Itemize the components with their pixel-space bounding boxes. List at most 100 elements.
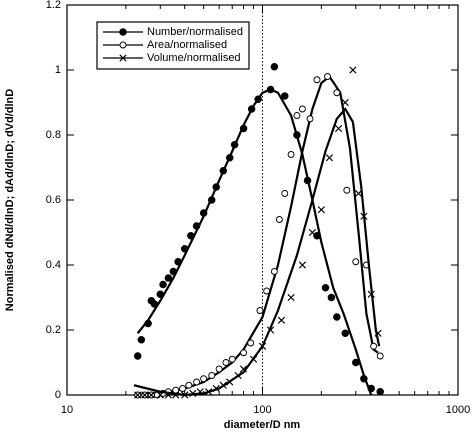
x-axis-label: diameter/D nm	[224, 419, 301, 431]
data-point	[174, 258, 182, 266]
data-point	[270, 268, 278, 275]
data-point	[308, 228, 316, 237]
y-tick-label: 1	[55, 64, 61, 76]
data-point	[360, 375, 368, 383]
data-point	[327, 293, 336, 302]
data-point	[287, 293, 295, 302]
data-point	[199, 209, 208, 217]
data-point	[205, 388, 213, 396]
data-point	[267, 326, 275, 334]
data-point	[325, 154, 334, 162]
data-point	[354, 189, 363, 198]
data-point	[164, 274, 173, 282]
data-point	[333, 89, 341, 97]
data-point	[179, 385, 187, 392]
y-tick-label: 0.4	[46, 259, 61, 271]
data-point	[150, 300, 159, 308]
data-point	[298, 261, 306, 269]
data-point	[133, 352, 142, 360]
legend-label: Number/normalised	[147, 26, 243, 38]
data-point	[169, 267, 178, 276]
y-tick-label: 0.2	[46, 324, 61, 336]
data-point	[185, 381, 193, 389]
y-tick-label: 0.8	[46, 129, 61, 141]
data-point	[181, 391, 189, 399]
data-point	[349, 66, 357, 74]
data-point	[247, 339, 255, 347]
legend-label: Area/normalised	[147, 39, 227, 51]
data-point	[187, 231, 195, 240]
data-point	[230, 140, 239, 149]
data-point	[207, 196, 216, 204]
data-point	[334, 124, 343, 133]
legend-marker	[119, 28, 127, 36]
data-point	[275, 216, 283, 223]
x-tick-label: 10	[61, 404, 73, 416]
y-axis-label: Normalised dNd/dlnD; dAd/dlnD; dVd/dlnD	[4, 89, 16, 311]
data-point	[367, 290, 375, 298]
data-point	[134, 391, 142, 399]
data-point	[293, 112, 301, 119]
data-point	[352, 258, 360, 266]
data-point	[367, 384, 376, 393]
data-point	[192, 222, 201, 230]
data-point	[239, 124, 248, 133]
data-point	[193, 378, 201, 386]
data-point	[374, 329, 382, 337]
data-point	[219, 166, 228, 175]
data-point	[324, 73, 331, 80]
data-point	[376, 352, 384, 360]
data-point	[147, 391, 155, 399]
data-point	[343, 186, 351, 194]
data-point	[352, 358, 360, 367]
legend: Number/normalisedArea/normalisedVolume/n…	[96, 21, 250, 70]
data-point	[266, 85, 275, 94]
y-tick-label: 0	[55, 389, 61, 401]
x-tick-label: 1000	[446, 404, 470, 416]
data-point	[281, 92, 289, 100]
data-point	[208, 372, 216, 379]
data-point	[164, 391, 172, 399]
data-point	[137, 336, 146, 344]
data-point	[306, 115, 314, 123]
data-point	[234, 371, 242, 380]
data-point	[249, 355, 258, 363]
legend-marker	[119, 41, 127, 49]
data-point	[200, 375, 208, 383]
data-point	[341, 98, 349, 107]
data-point	[287, 151, 295, 158]
data-point	[226, 153, 234, 162]
data-point	[333, 313, 341, 321]
data-point	[212, 183, 221, 191]
data-point	[370, 342, 378, 350]
data-point	[189, 389, 197, 397]
data-point	[240, 349, 248, 357]
data-point	[219, 381, 227, 389]
data-point	[222, 359, 230, 366]
data-point	[258, 342, 267, 350]
data-point	[172, 391, 180, 399]
data-point	[341, 329, 349, 338]
data-point	[263, 287, 271, 295]
data-point	[313, 76, 321, 84]
data-point	[254, 95, 262, 103]
data-point	[360, 212, 368, 220]
data-point	[212, 384, 220, 393]
data-point	[281, 190, 289, 197]
data-point	[298, 105, 306, 113]
fit-line	[133, 74, 379, 397]
data-point	[159, 280, 167, 289]
data-point	[277, 316, 286, 324]
data-point	[153, 391, 161, 399]
x-tick-label: 100	[253, 404, 271, 416]
data-point	[293, 131, 301, 139]
y-tick-label: 1.2	[46, 0, 61, 11]
data-point	[303, 176, 312, 185]
data-point	[256, 307, 264, 314]
data-point	[196, 388, 204, 396]
data-point	[156, 290, 165, 299]
data-point	[270, 63, 279, 71]
data-point	[247, 105, 256, 113]
data-point	[313, 231, 321, 240]
data-point	[228, 355, 236, 363]
